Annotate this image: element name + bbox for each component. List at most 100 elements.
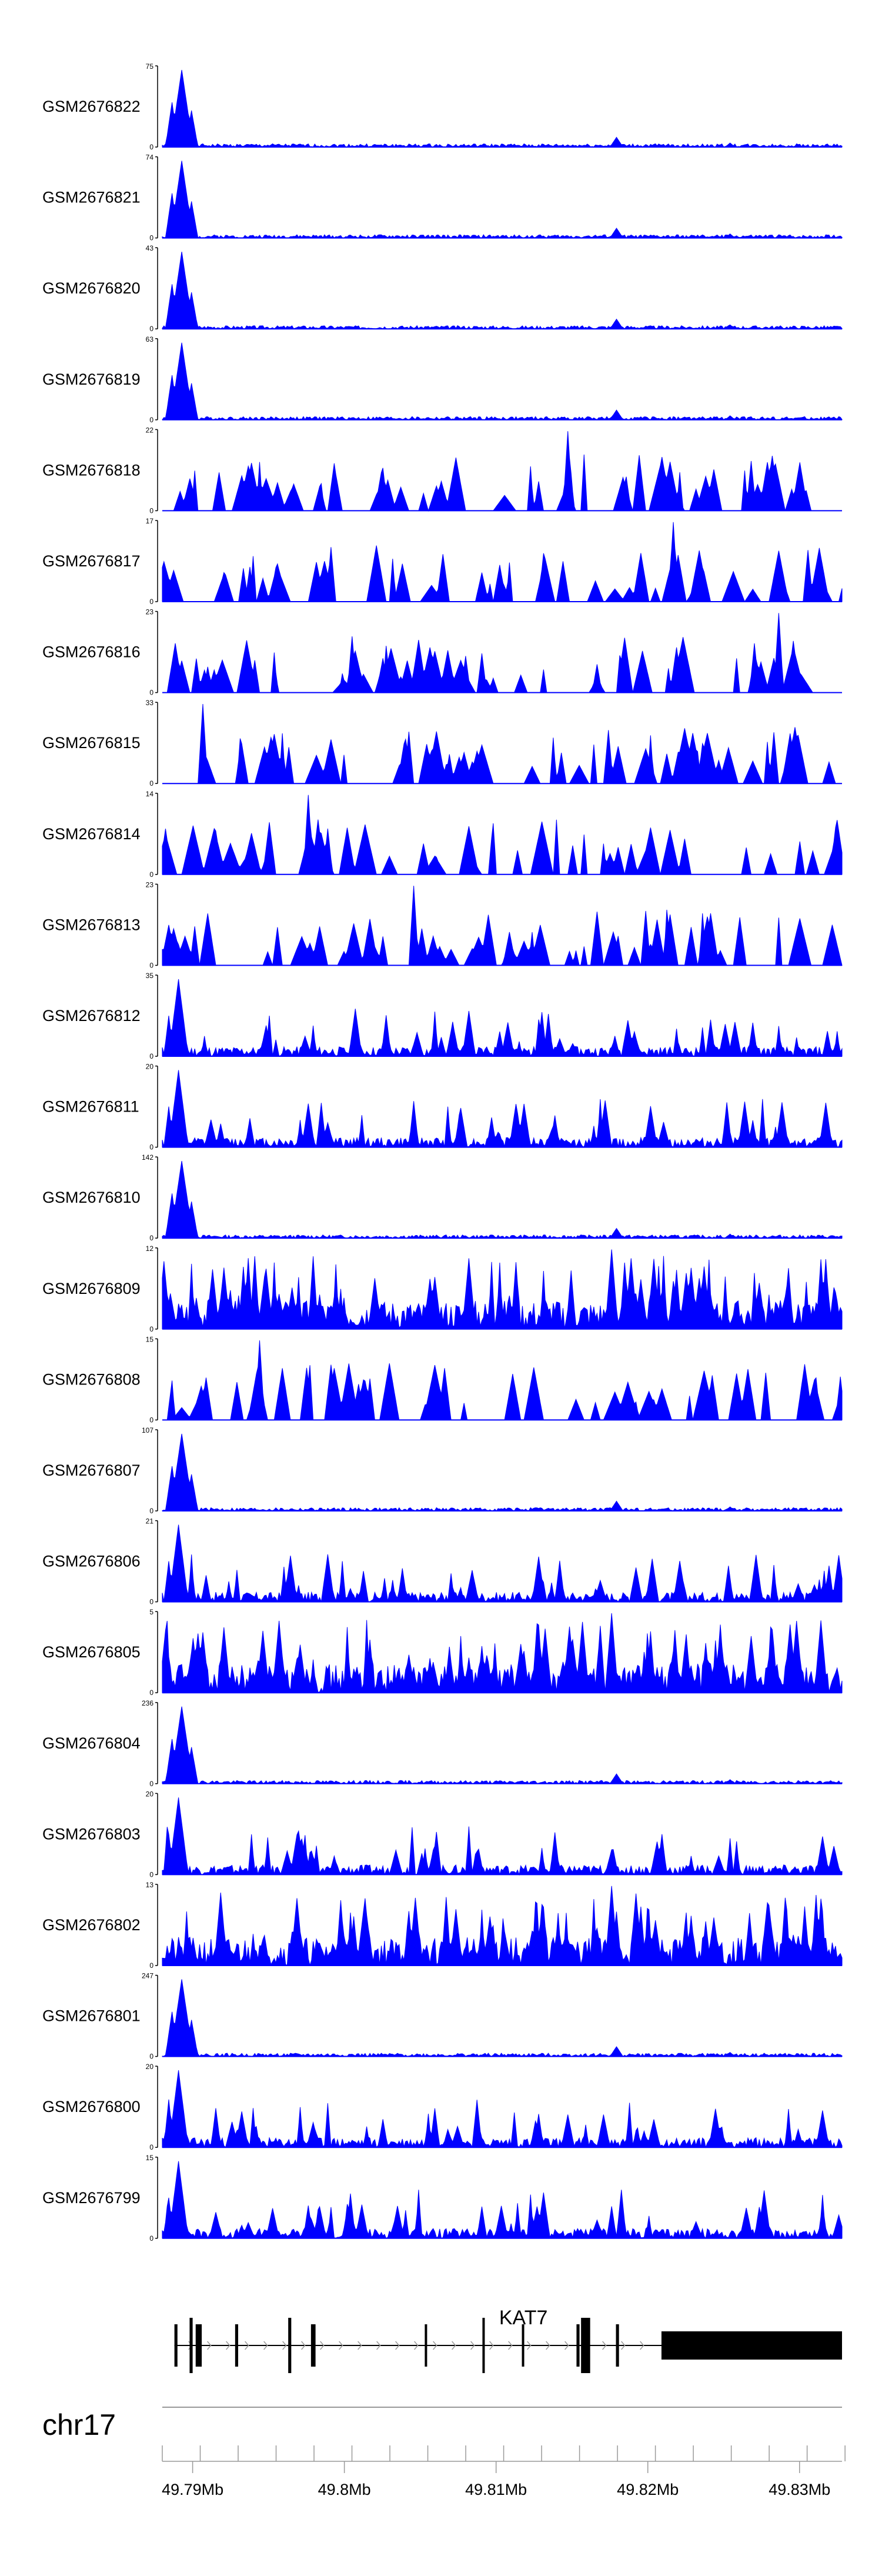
y-min-label: 0 bbox=[149, 2234, 153, 2243]
y-max-label: 236 bbox=[142, 1699, 153, 1707]
y-max-label: 107 bbox=[142, 1426, 153, 1434]
y-max-label: 74 bbox=[146, 154, 154, 162]
track-GSM2676801: GSM2676801 247 0 bbox=[42, 1972, 843, 2061]
coverage-area bbox=[162, 1340, 843, 1420]
strand-arrow bbox=[470, 2341, 475, 2350]
exon bbox=[425, 2324, 427, 2367]
strand-arrow bbox=[339, 2341, 343, 2350]
exon bbox=[195, 2324, 202, 2367]
y-min-label: 0 bbox=[149, 779, 153, 788]
strand-arrow bbox=[602, 2341, 607, 2350]
track-label: GSM2676809 bbox=[42, 1280, 141, 1297]
track-GSM2676816: GSM2676816 23 0 bbox=[42, 608, 842, 697]
y-min-label: 0 bbox=[149, 1325, 153, 1333]
y-min-label: 0 bbox=[149, 1234, 153, 1242]
y-max-label: 33 bbox=[146, 699, 154, 707]
track-label: GSM2676807 bbox=[42, 1461, 141, 1479]
strand-arrow bbox=[395, 2341, 400, 2350]
y-min-label: 0 bbox=[149, 325, 153, 333]
track-GSM2676812: GSM2676812 35 0 bbox=[42, 972, 843, 1060]
track-label: GSM2676808 bbox=[42, 1370, 141, 1388]
y-min-label: 0 bbox=[149, 1598, 153, 1606]
coverage-area bbox=[162, 1613, 843, 1693]
y-min-label: 0 bbox=[149, 143, 153, 151]
axis-tick-label: 49.81Mb bbox=[465, 2481, 527, 2498]
track-label: GSM2676818 bbox=[42, 461, 141, 479]
strand-arrow bbox=[320, 2341, 325, 2350]
track-GSM2676805: GSM2676805 5 0 bbox=[42, 1608, 843, 1697]
track-label: GSM2676815 bbox=[42, 734, 141, 752]
y-max-label: 63 bbox=[146, 335, 154, 343]
track-label: GSM2676799 bbox=[42, 2189, 141, 2207]
exon bbox=[576, 2324, 580, 2367]
y-min-label: 0 bbox=[149, 1507, 153, 1515]
coverage-area bbox=[162, 979, 843, 1057]
exon bbox=[482, 2318, 485, 2373]
track-label: GSM2676806 bbox=[42, 1553, 141, 1570]
strand-arrow bbox=[433, 2341, 437, 2350]
coverage-area bbox=[162, 613, 842, 693]
track-label: GSM2676811 bbox=[42, 1098, 139, 1116]
track-label: GSM2676813 bbox=[42, 916, 141, 933]
coverage-area bbox=[162, 703, 842, 784]
track-label: GSM2676802 bbox=[42, 1916, 141, 1934]
y-max-label: 23 bbox=[146, 880, 154, 889]
strand-arrow bbox=[301, 2341, 306, 2350]
coverage-area bbox=[162, 1249, 843, 1330]
y-max-label: 75 bbox=[146, 62, 154, 71]
track-label: GSM2676817 bbox=[42, 552, 141, 570]
track-label: GSM2676820 bbox=[42, 279, 141, 297]
gene-model-track: KAT7 bbox=[174, 2307, 842, 2373]
track-GSM2676807: GSM2676807 107 0 bbox=[42, 1426, 843, 1515]
track-GSM2676806: GSM2676806 21 0 bbox=[42, 1517, 843, 1606]
track-GSM2676804: GSM2676804 236 0 bbox=[42, 1699, 843, 1788]
coverage-area bbox=[162, 1979, 843, 2057]
track-GSM2676810: GSM2676810 142 0 bbox=[42, 1153, 843, 1242]
genome-axis-track: chr17 49.79Mb 49.8Mb 49.81Mb 49.82Mb 49.83Mb bbox=[42, 2407, 846, 2498]
coverage-area bbox=[162, 1797, 843, 1876]
y-max-label: 142 bbox=[142, 1153, 153, 1162]
axis-tick-label: 49.82Mb bbox=[617, 2481, 679, 2498]
y-min-label: 0 bbox=[149, 1780, 153, 1788]
exon bbox=[581, 2318, 590, 2373]
y-min-label: 0 bbox=[149, 870, 153, 879]
y-min-label: 0 bbox=[149, 689, 153, 697]
coverage-area bbox=[162, 1886, 843, 1967]
y-min-label: 0 bbox=[149, 1689, 153, 1697]
strand-arrow bbox=[207, 2341, 212, 2350]
track-label: GSM2676812 bbox=[42, 1007, 141, 1025]
y-max-label: 15 bbox=[146, 1335, 154, 1343]
y-max-label: 35 bbox=[146, 972, 154, 980]
track-GSM2676809: GSM2676809 12 0 bbox=[42, 1244, 843, 1333]
y-min-label: 0 bbox=[149, 1052, 153, 1060]
y-min-label: 0 bbox=[149, 598, 153, 606]
y-min-label: 0 bbox=[149, 1961, 153, 1970]
coverage-area bbox=[162, 69, 843, 148]
coverage-area bbox=[162, 1070, 843, 1148]
strand-arrow bbox=[452, 2341, 456, 2350]
track-GSM2676819: GSM2676819 63 0 bbox=[42, 335, 843, 424]
track-label: GSM2676804 bbox=[42, 1734, 141, 1752]
signal-tracks: GSM2676822750GSM2676821740GSM2676820430G… bbox=[42, 62, 843, 2243]
strand-arrow bbox=[546, 2341, 550, 2350]
strand-arrow bbox=[376, 2341, 381, 2350]
track-GSM2676799: GSM2676799 15 0 bbox=[42, 2154, 843, 2243]
exon bbox=[288, 2318, 292, 2373]
track-label: GSM2676810 bbox=[42, 1189, 141, 1206]
strand-arrow bbox=[282, 2341, 287, 2350]
exon bbox=[616, 2324, 619, 2367]
y-max-label: 20 bbox=[146, 1063, 154, 1071]
strand-arrow bbox=[263, 2341, 268, 2350]
coverage-area bbox=[162, 1524, 843, 1603]
track-GSM2676802: GSM2676802 13 0 bbox=[42, 1881, 843, 1970]
y-max-label: 15 bbox=[146, 2154, 154, 2162]
exon bbox=[235, 2324, 239, 2367]
coverage-area bbox=[162, 522, 843, 603]
y-min-label: 0 bbox=[149, 2143, 153, 2151]
track-GSM2676820: GSM2676820 43 0 bbox=[42, 244, 843, 333]
y-max-label: 20 bbox=[146, 1790, 154, 1798]
y-min-label: 0 bbox=[149, 1870, 153, 1878]
exon bbox=[661, 2331, 842, 2360]
y-max-label: 21 bbox=[146, 1517, 154, 1526]
